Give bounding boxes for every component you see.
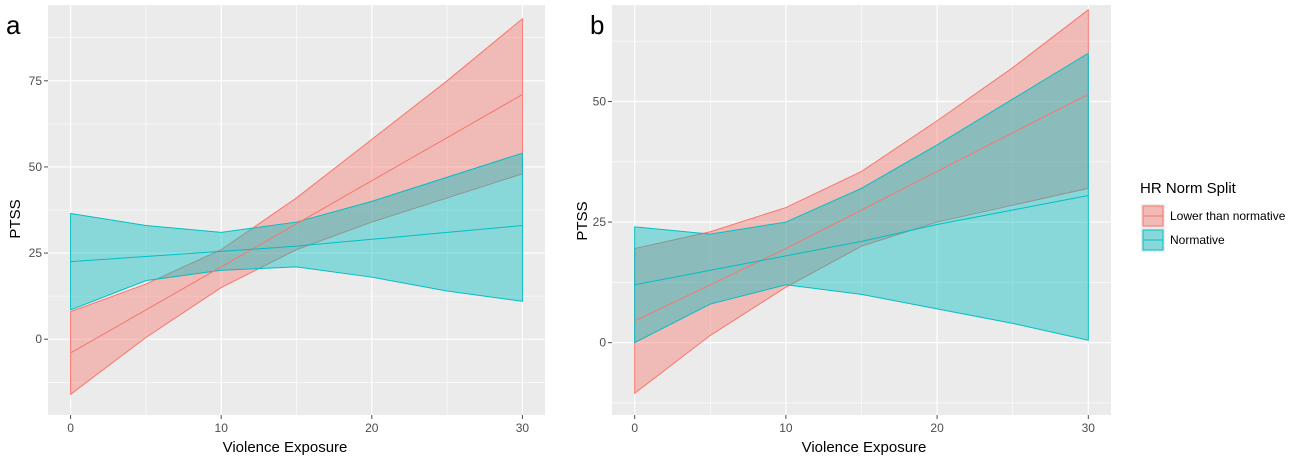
plot-b-y-tick-label-1: 25: [593, 215, 607, 229]
legend-title: HR Norm Split: [1140, 180, 1237, 197]
legend-item-normative: Normative: [1141, 228, 1225, 252]
plot-a-bands: [70, 17, 523, 396]
plot-a-grid: [48, 5, 545, 415]
legend-label-normative: Normative: [1170, 233, 1225, 247]
panel-letter-a: a: [6, 10, 21, 40]
plot-b-x-tick-label-3: 30: [1082, 421, 1096, 435]
panel-a: a 0 10 20 30 0 25 50 75 Violence Exposure PTSS: [6, 5, 545, 456]
plot-a-ticks: 0 10 20 30 0 25 50 75: [29, 74, 530, 435]
plot-b-y-axis-title: PTSS: [574, 201, 591, 240]
plot-a-y-tick-label-0: 0: [35, 332, 42, 346]
plot-a-fit-line-lower: [70, 94, 523, 354]
plot-b-band-normative: [634, 52, 1089, 344]
panel-b: b 0 10 20 30 0 25 50 Violence Exposure PTSS: [574, 5, 1111, 456]
plot-a-x-tick-label-2: 20: [365, 421, 379, 435]
plot-b-y-tick-label-0: 0: [599, 336, 606, 350]
legend-item-lower: Lower than normative: [1141, 204, 1286, 228]
panel-letter-b: b: [590, 10, 604, 40]
plot-b-bands: [634, 8, 1089, 395]
plot-b-x-tick-label-1: 10: [779, 421, 793, 435]
plot-b-y-tick-label-2: 50: [593, 94, 607, 108]
legend: HR Norm Split Lower than normative Norma…: [1140, 180, 1286, 252]
plot-a-y-tick-label-3: 75: [29, 74, 43, 88]
plot-a-y-tick-label-2: 50: [29, 160, 43, 174]
plot-b-fit-line-normative: [634, 195, 1089, 286]
plot-a-fit-line-normative: [70, 225, 523, 263]
plot-b-x-tick-label-0: 0: [631, 421, 638, 435]
plot-a-x-tick-label-0: 0: [67, 421, 74, 435]
plot-b-fit-line-lower: [634, 93, 1089, 322]
plot-a-band-normative: [70, 152, 523, 311]
plot-b-ticks: 0 10 20 30 0 25 50: [593, 94, 1096, 435]
plot-a-y-axis-title: PTSS: [7, 199, 24, 238]
plot-a-x-axis-title: Violence Exposure: [223, 439, 348, 456]
plot-a-x-tick-label-3: 30: [516, 421, 530, 435]
plot-b-x-axis-title: Violence Exposure: [802, 439, 927, 456]
plot-a-fit-lines: [70, 94, 523, 354]
plot-a-y-tick-label-1: 25: [29, 246, 43, 260]
plot-b-fit-lines: [634, 93, 1089, 322]
plot-a-x-tick-label-1: 10: [215, 421, 229, 435]
plot-b-x-tick-label-2: 20: [930, 421, 944, 435]
legend-label-lower: Lower than normative: [1170, 209, 1286, 223]
